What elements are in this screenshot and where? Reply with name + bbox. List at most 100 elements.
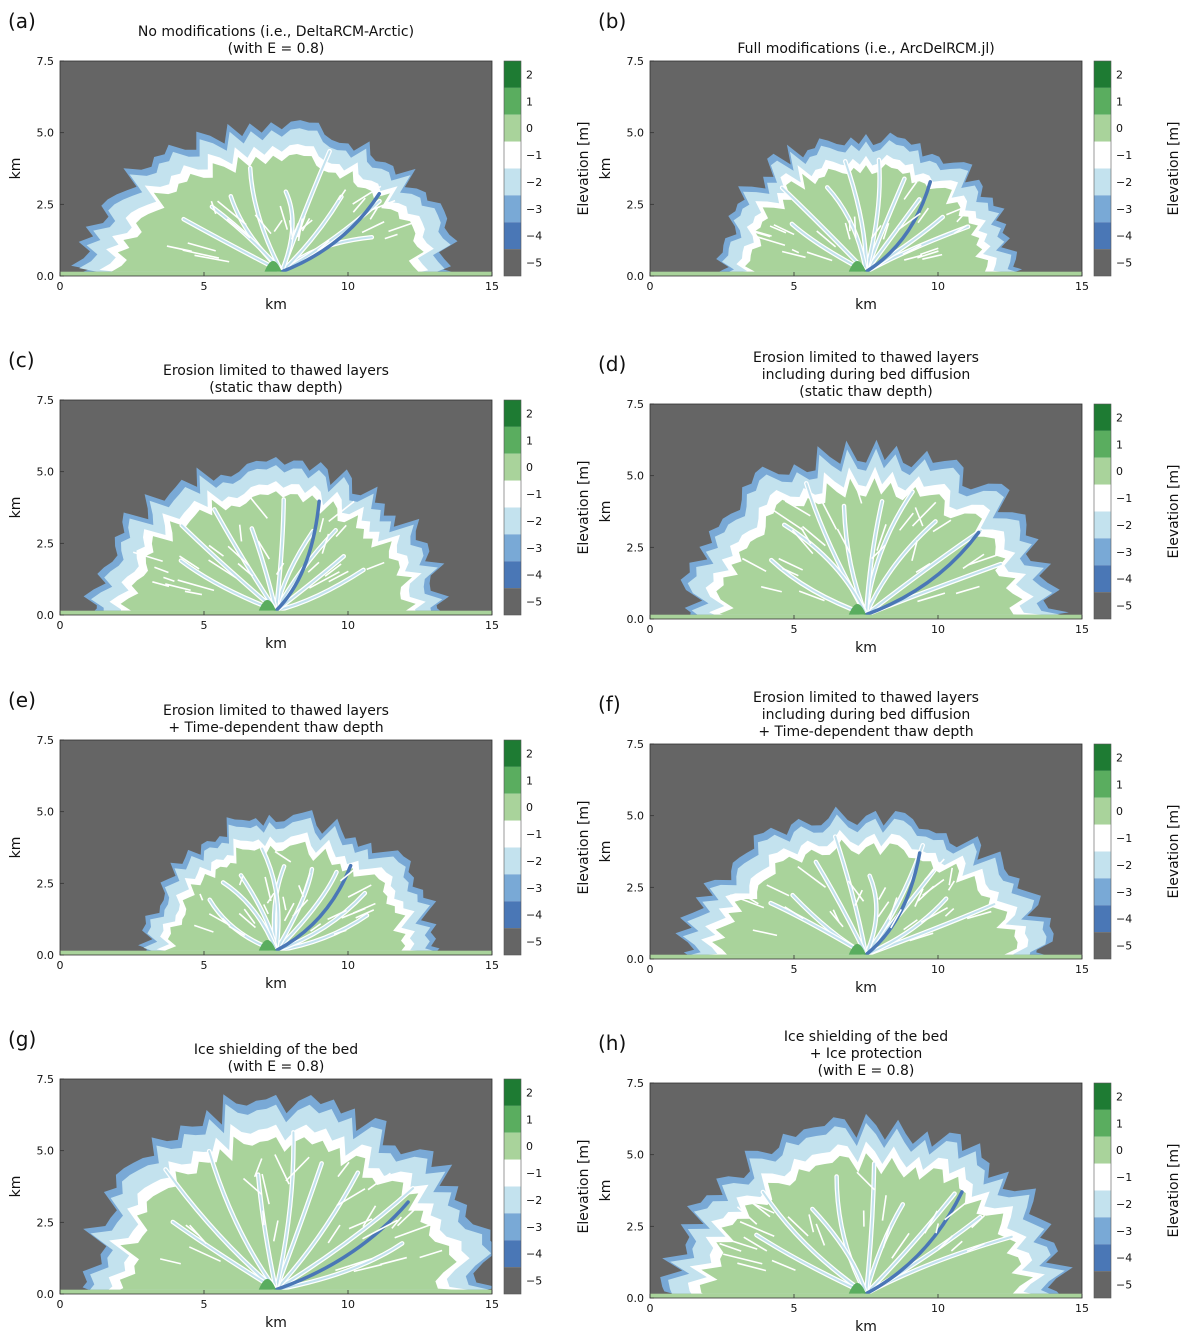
- colorbar-segment: [1094, 1271, 1111, 1298]
- colorbar-segment: [1094, 824, 1111, 852]
- tributary: [784, 906, 804, 920]
- colorbar: 2 1 0 −1 −2 −3 −4 −5 Elevation [m]: [1093, 743, 1182, 960]
- tributary: [253, 1158, 263, 1178]
- x-tick-label: 0: [57, 280, 64, 293]
- tributary: [290, 222, 300, 240]
- tributary: [362, 1219, 398, 1240]
- channel: [865, 529, 982, 616]
- x-axis-label: km: [265, 976, 287, 992]
- channel: [865, 1192, 956, 1295]
- x-tick-label: 5: [791, 963, 798, 976]
- tributary: [227, 545, 250, 567]
- y-tick-label: 7.5: [37, 1073, 55, 1086]
- main-channel: [274, 499, 321, 613]
- x-tick-label: 5: [201, 1298, 208, 1311]
- tributary: [876, 524, 887, 551]
- colorbar-segment: [1094, 851, 1111, 879]
- colorbar-tick-label: 0: [526, 1140, 533, 1153]
- colorbar-tick-label: 2: [1116, 411, 1123, 424]
- x-tick-label: 10: [341, 280, 355, 293]
- apex-mound: [258, 1278, 276, 1290]
- tributary: [937, 1235, 954, 1251]
- y-tick-label: 0.0: [37, 270, 55, 283]
- y-tick-label: 2.5: [37, 1216, 55, 1229]
- tributary: [308, 571, 340, 589]
- colorbar-label: Elevation [m]: [576, 121, 592, 215]
- colorbar-frame: [1093, 60, 1112, 277]
- tributary: [339, 869, 355, 882]
- colorbar-tick-label: 2: [526, 1086, 533, 1099]
- colorbar-label: Elevation [m]: [576, 1139, 592, 1233]
- tributary: [384, 233, 398, 240]
- channel: [275, 871, 338, 952]
- channel: [761, 1190, 867, 1295]
- colorbar-label: Elevation [m]: [576, 800, 592, 894]
- tributary: [328, 570, 349, 583]
- tributary: [950, 1240, 963, 1252]
- y-tick-label: 7.5: [627, 55, 645, 68]
- colorbar-tick-label: 1: [526, 434, 533, 447]
- colorbar-segment: [1094, 565, 1111, 593]
- x-tick-label: 10: [931, 623, 945, 636]
- tributary: [752, 929, 778, 937]
- main-channel: [864, 180, 933, 274]
- tributary: [856, 490, 863, 504]
- colorbar-segment: [504, 847, 521, 875]
- tributary: [336, 1188, 366, 1207]
- colorbar-tick-label: −1: [526, 149, 542, 162]
- tributary: [922, 878, 945, 897]
- panel-title-line: No modifications (i.e., DeltaRCM-Arctic): [138, 24, 414, 40]
- tributary: [348, 1218, 373, 1230]
- colorbar-segment: [504, 249, 521, 276]
- panel-title-line: (with E = 0.8): [818, 1063, 915, 1079]
- tributary: [285, 1156, 310, 1182]
- tributary: [274, 850, 292, 863]
- tributary: [254, 214, 272, 235]
- panel-letter: (e): [8, 688, 36, 712]
- main-channel: [864, 1190, 964, 1296]
- tributary: [237, 562, 254, 577]
- plot-area: [60, 740, 492, 955]
- tributary: [946, 207, 963, 216]
- x-axis-label: km: [265, 297, 287, 313]
- panel-letter: (g): [8, 1027, 36, 1051]
- main-channel: [280, 191, 382, 274]
- tributary: [882, 222, 890, 240]
- y-axis-label: km: [8, 837, 24, 859]
- colorbar-segment: [1094, 404, 1111, 431]
- colorbar-tick-label: 1: [526, 774, 533, 787]
- tributary: [791, 248, 800, 254]
- tributary: [966, 1242, 985, 1252]
- tributary: [829, 910, 844, 928]
- apex-mound: [848, 603, 866, 615]
- colorbar-tick-label: −3: [1116, 546, 1132, 559]
- colorbar-tick-label: 0: [526, 461, 533, 474]
- tributary: [806, 251, 833, 262]
- y-axis-label: km: [8, 497, 24, 519]
- tributary: [944, 1198, 972, 1221]
- channel: [275, 868, 313, 952]
- x-tick-label: 0: [647, 623, 654, 636]
- tributary: [396, 1207, 417, 1227]
- tributary: [228, 925, 246, 937]
- shoreline-strip: [650, 271, 1082, 276]
- panel-title-line: Erosion limited to thawed layers: [753, 690, 979, 706]
- tributary: [787, 1216, 809, 1237]
- tributary: [932, 519, 952, 533]
- tributary: [730, 894, 765, 909]
- tributary: [272, 1220, 279, 1242]
- panel-title-line: Ice shielding of the bed: [784, 1029, 948, 1045]
- tributary: [917, 592, 946, 603]
- colorbar-segment: [504, 1079, 521, 1106]
- colorbar-tick-label: 2: [1116, 751, 1123, 764]
- colorbar-segment: [1094, 744, 1111, 771]
- plot-area: [650, 61, 1082, 276]
- delta-land: [742, 164, 993, 272]
- tributary: [744, 894, 759, 905]
- y-tick-label: 2.5: [627, 1220, 645, 1233]
- colorbar-segment: [504, 534, 521, 562]
- x-axis-label: km: [855, 1319, 877, 1335]
- tributary: [184, 590, 203, 596]
- tributary: [152, 581, 170, 588]
- tributary: [208, 544, 224, 557]
